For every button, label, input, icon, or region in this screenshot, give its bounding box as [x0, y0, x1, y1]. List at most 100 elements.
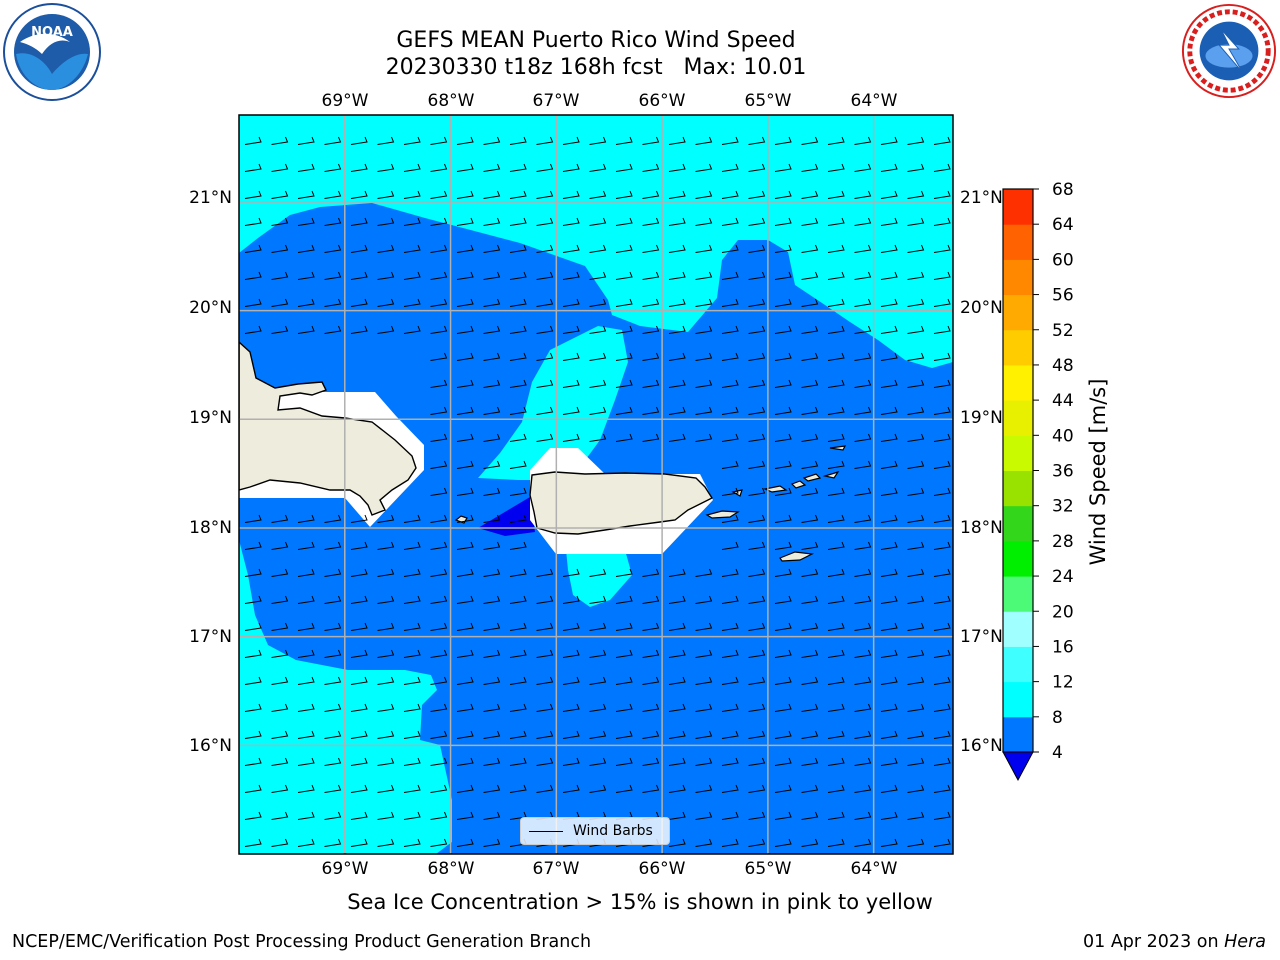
wind-barb	[456, 352, 474, 361]
wind-barb	[880, 514, 898, 523]
wind-barb	[536, 433, 554, 442]
wind-barb	[483, 298, 501, 307]
wind-barb	[721, 568, 739, 577]
wind-barb	[297, 703, 315, 712]
wind-barb	[907, 730, 925, 739]
wind-barb	[509, 298, 527, 307]
wind-barb	[721, 649, 739, 658]
colorbar-tick-label: 32	[1052, 497, 1074, 517]
wind-barb	[933, 757, 951, 766]
wind-barb	[854, 352, 872, 361]
wind-barb	[774, 514, 792, 523]
wind-barb	[324, 757, 342, 766]
wind-barb	[907, 163, 925, 172]
wind-barb	[695, 568, 713, 577]
wind-barb	[933, 595, 951, 604]
lon-label-bottom: 67°W	[533, 859, 580, 879]
wind-barb	[536, 217, 554, 226]
wind-barb	[377, 514, 395, 523]
wind-barb	[350, 730, 368, 739]
wind-barb	[324, 163, 342, 172]
wind-barb	[377, 541, 395, 550]
wind-barb	[907, 622, 925, 631]
wind-barb	[456, 622, 474, 631]
wind-barb	[377, 595, 395, 604]
wind-barb	[589, 136, 607, 145]
wind-barb	[403, 514, 421, 523]
map-area	[239, 115, 953, 854]
wind-barb	[774, 325, 792, 334]
colorbar-tick-label: 24	[1052, 567, 1074, 587]
wind-barb	[589, 217, 607, 226]
wind-barb	[721, 325, 739, 334]
wind-barb	[880, 217, 898, 226]
wind-barb	[695, 784, 713, 793]
wind-barb	[562, 190, 580, 199]
wind-barb	[244, 541, 262, 550]
wind-barb	[774, 649, 792, 658]
wind-barb	[774, 163, 792, 172]
wind-barb	[483, 379, 501, 388]
wind-barb	[271, 811, 289, 820]
lon-label-bottom: 64°W	[851, 859, 898, 879]
lat-label-left: 20°N	[189, 298, 232, 318]
wind-barb	[668, 568, 686, 577]
colorbar-segment	[1003, 189, 1033, 225]
colorbar-tick-label: 40	[1052, 426, 1074, 446]
wind-barb	[695, 379, 713, 388]
wind-barb	[403, 271, 421, 280]
wind-barb	[615, 163, 633, 172]
wind-barb	[933, 352, 951, 361]
wind-barb	[695, 352, 713, 361]
wind-barb	[880, 460, 898, 469]
land-virgin-gorda	[822, 470, 840, 479]
wind-barb	[456, 703, 474, 712]
colorbar-tick-label: 48	[1052, 356, 1074, 376]
wind-barb	[907, 136, 925, 145]
wind-barb	[774, 757, 792, 766]
wind-barb	[880, 406, 898, 415]
wind-barb	[748, 244, 766, 253]
wind-barb	[854, 757, 872, 766]
lat-label-left: 21°N	[189, 188, 232, 208]
wind-barb	[880, 325, 898, 334]
wind-barb	[933, 676, 951, 685]
wind-barb	[933, 406, 951, 415]
colorbar-segment	[1003, 576, 1033, 612]
wind-barb	[801, 541, 819, 550]
wind-barb	[456, 649, 474, 658]
wind-barb	[377, 730, 395, 739]
wind-barb	[721, 811, 739, 820]
colorbar-segment	[1003, 259, 1033, 296]
wind-barb	[456, 784, 474, 793]
wind-barb	[430, 271, 448, 280]
wind-barb	[774, 676, 792, 685]
wind-barb	[324, 730, 342, 739]
wind-barb	[244, 676, 262, 685]
wind-barb	[403, 325, 421, 334]
wind-barb	[827, 136, 845, 145]
wind-barb	[271, 136, 289, 145]
wind-barb	[668, 595, 686, 604]
wind-barb	[509, 595, 527, 604]
wind-barb	[933, 163, 951, 172]
wind-barb	[907, 514, 925, 523]
wind-barb	[244, 217, 262, 226]
wind-barb	[271, 703, 289, 712]
wind-barb	[297, 649, 315, 658]
wind-barb	[907, 703, 925, 712]
wind-barb	[695, 136, 713, 145]
wind-barb	[536, 136, 554, 145]
wind-barb	[827, 487, 845, 496]
wind-barb	[801, 271, 819, 280]
wind-barb	[244, 784, 262, 793]
wind-barb	[509, 487, 527, 496]
wind-barb	[456, 379, 474, 388]
lat-label-right: 18°N	[960, 518, 1003, 538]
wind-barb	[933, 568, 951, 577]
wind-barb	[562, 730, 580, 739]
wind-barb	[589, 622, 607, 631]
wind-barb	[244, 190, 262, 199]
wind-barb	[536, 730, 554, 739]
wind-barb	[271, 622, 289, 631]
